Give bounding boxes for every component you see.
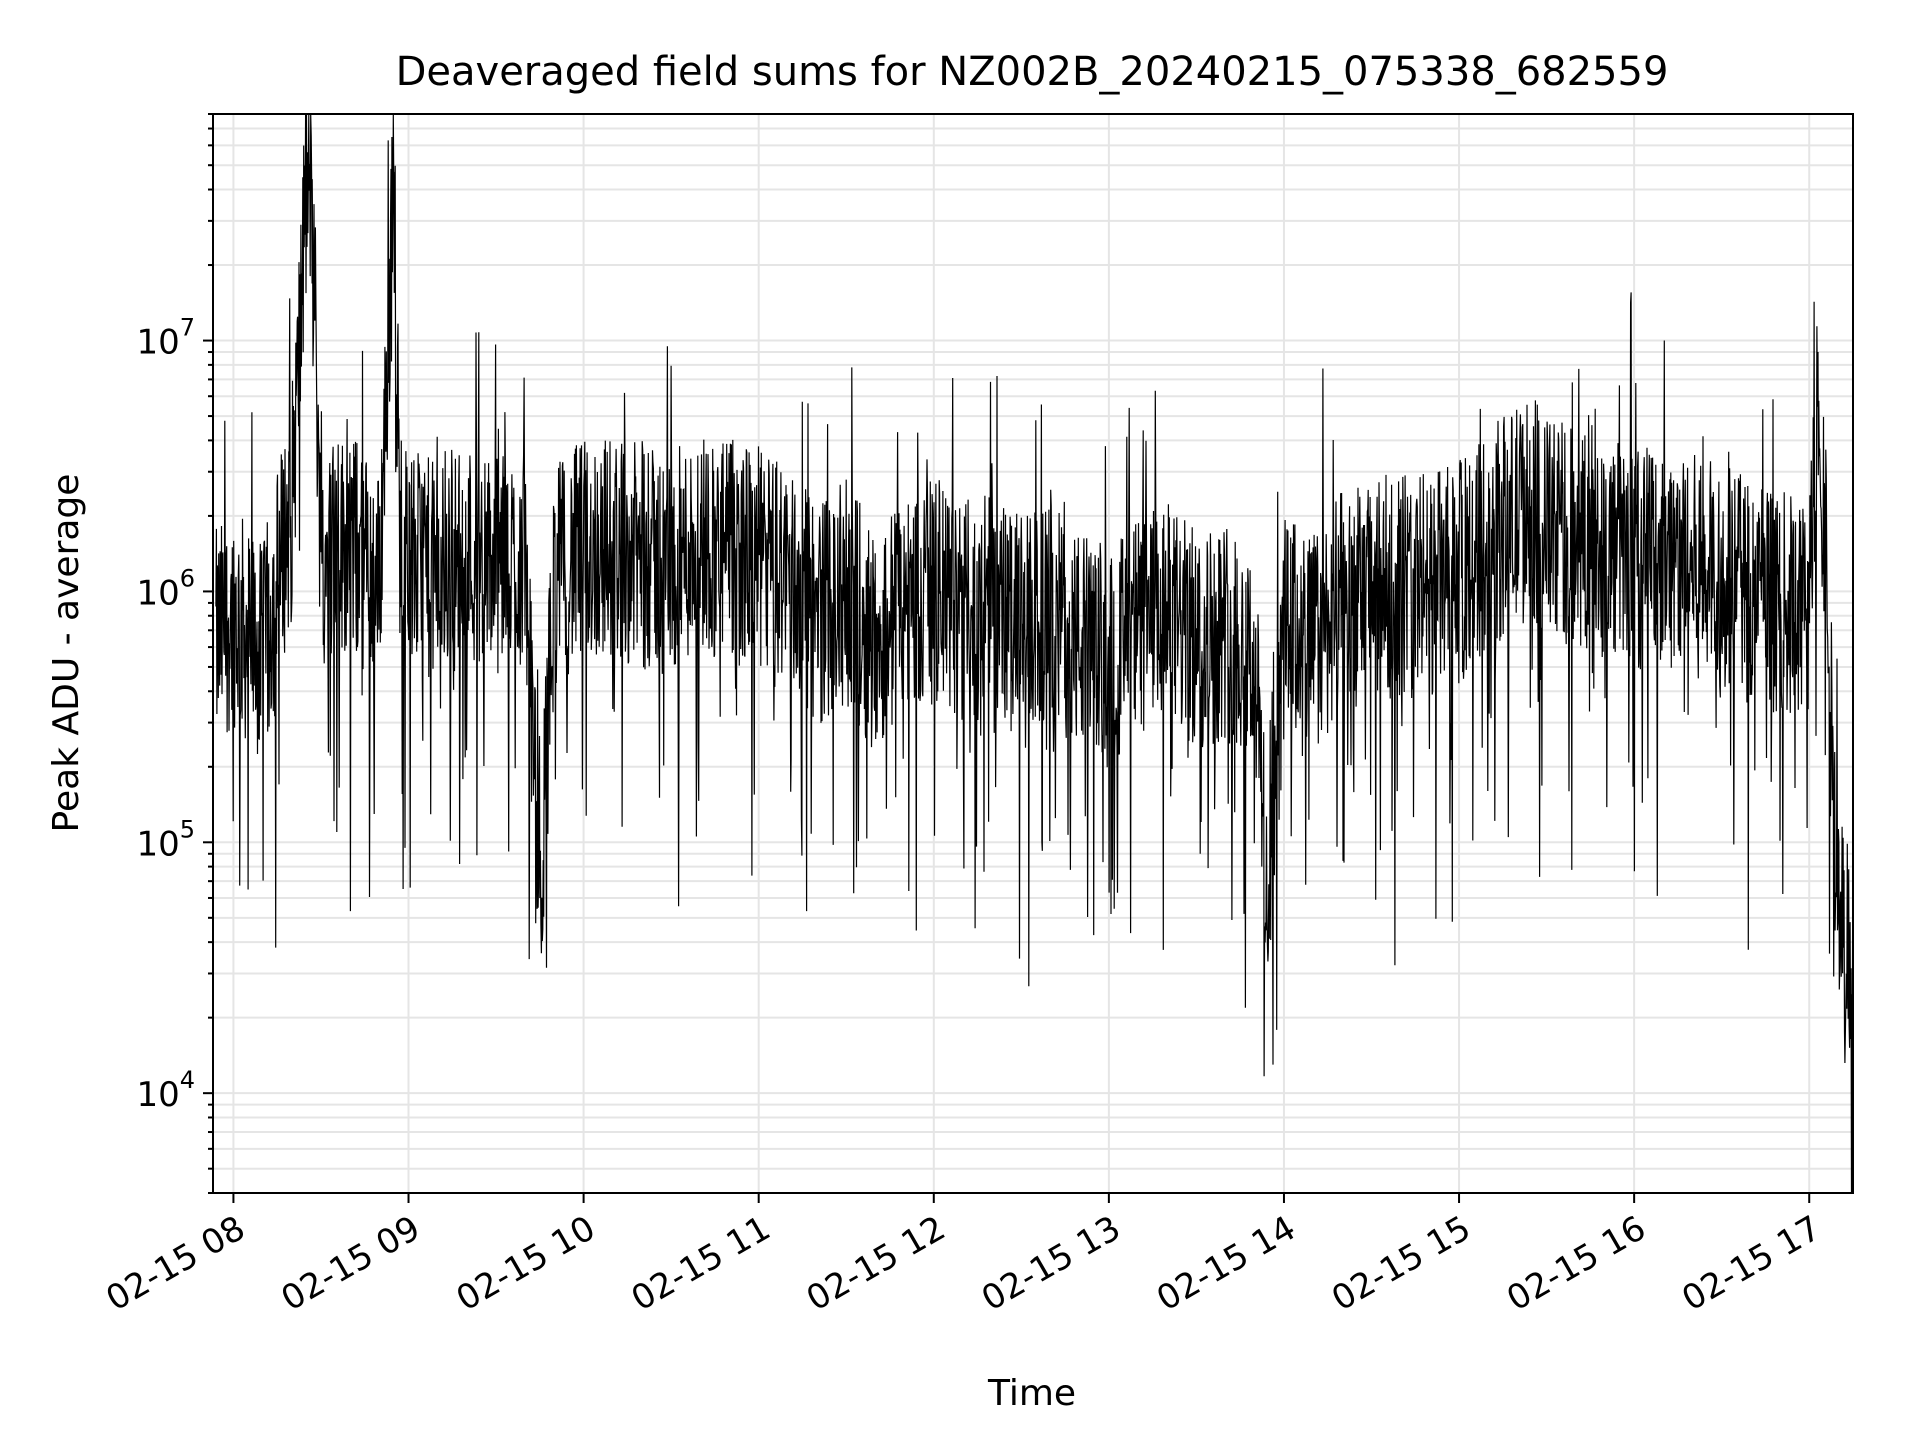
y-tick-label: 107 — [136, 314, 195, 363]
x-tick-label: 02-15 17 — [1675, 1208, 1827, 1319]
plot-area — [212, 113, 1854, 1194]
x-tick-label: 02-15 10 — [450, 1208, 602, 1319]
grid — [213, 113, 1853, 1194]
y-tick-label: 104 — [136, 1066, 195, 1115]
x-tick-label: 02-15 14 — [1150, 1208, 1302, 1319]
x-axis: 02-15 08 02-15 09 02-15 10 02-15 11 02-15 12… — [100, 1193, 1828, 1319]
y-axis: 104 105 106 107 — [136, 113, 213, 1194]
x-tick-label: 02-15 08 — [100, 1208, 252, 1319]
chart-title: Deaveraged field sums for NZ002B_2024021… — [396, 49, 1669, 95]
series-layer — [215, 113, 1854, 1194]
x-axis-label: Time — [987, 1373, 1076, 1414]
y-tick-label: 106 — [136, 564, 195, 613]
x-tick-label: 02-15 16 — [1500, 1208, 1652, 1319]
series-line — [215, 113, 1854, 1194]
x-tick-label: 02-15 12 — [800, 1208, 952, 1319]
x-tick-label: 02-15 15 — [1325, 1208, 1477, 1319]
x-tick-label: 02-15 11 — [625, 1208, 777, 1319]
x-tick-label: 02-15 09 — [275, 1208, 427, 1319]
x-tick-label: 02-15 13 — [975, 1208, 1127, 1319]
y-tick-label: 105 — [136, 815, 195, 864]
y-axis-label: Peak ADU - average — [46, 474, 87, 833]
